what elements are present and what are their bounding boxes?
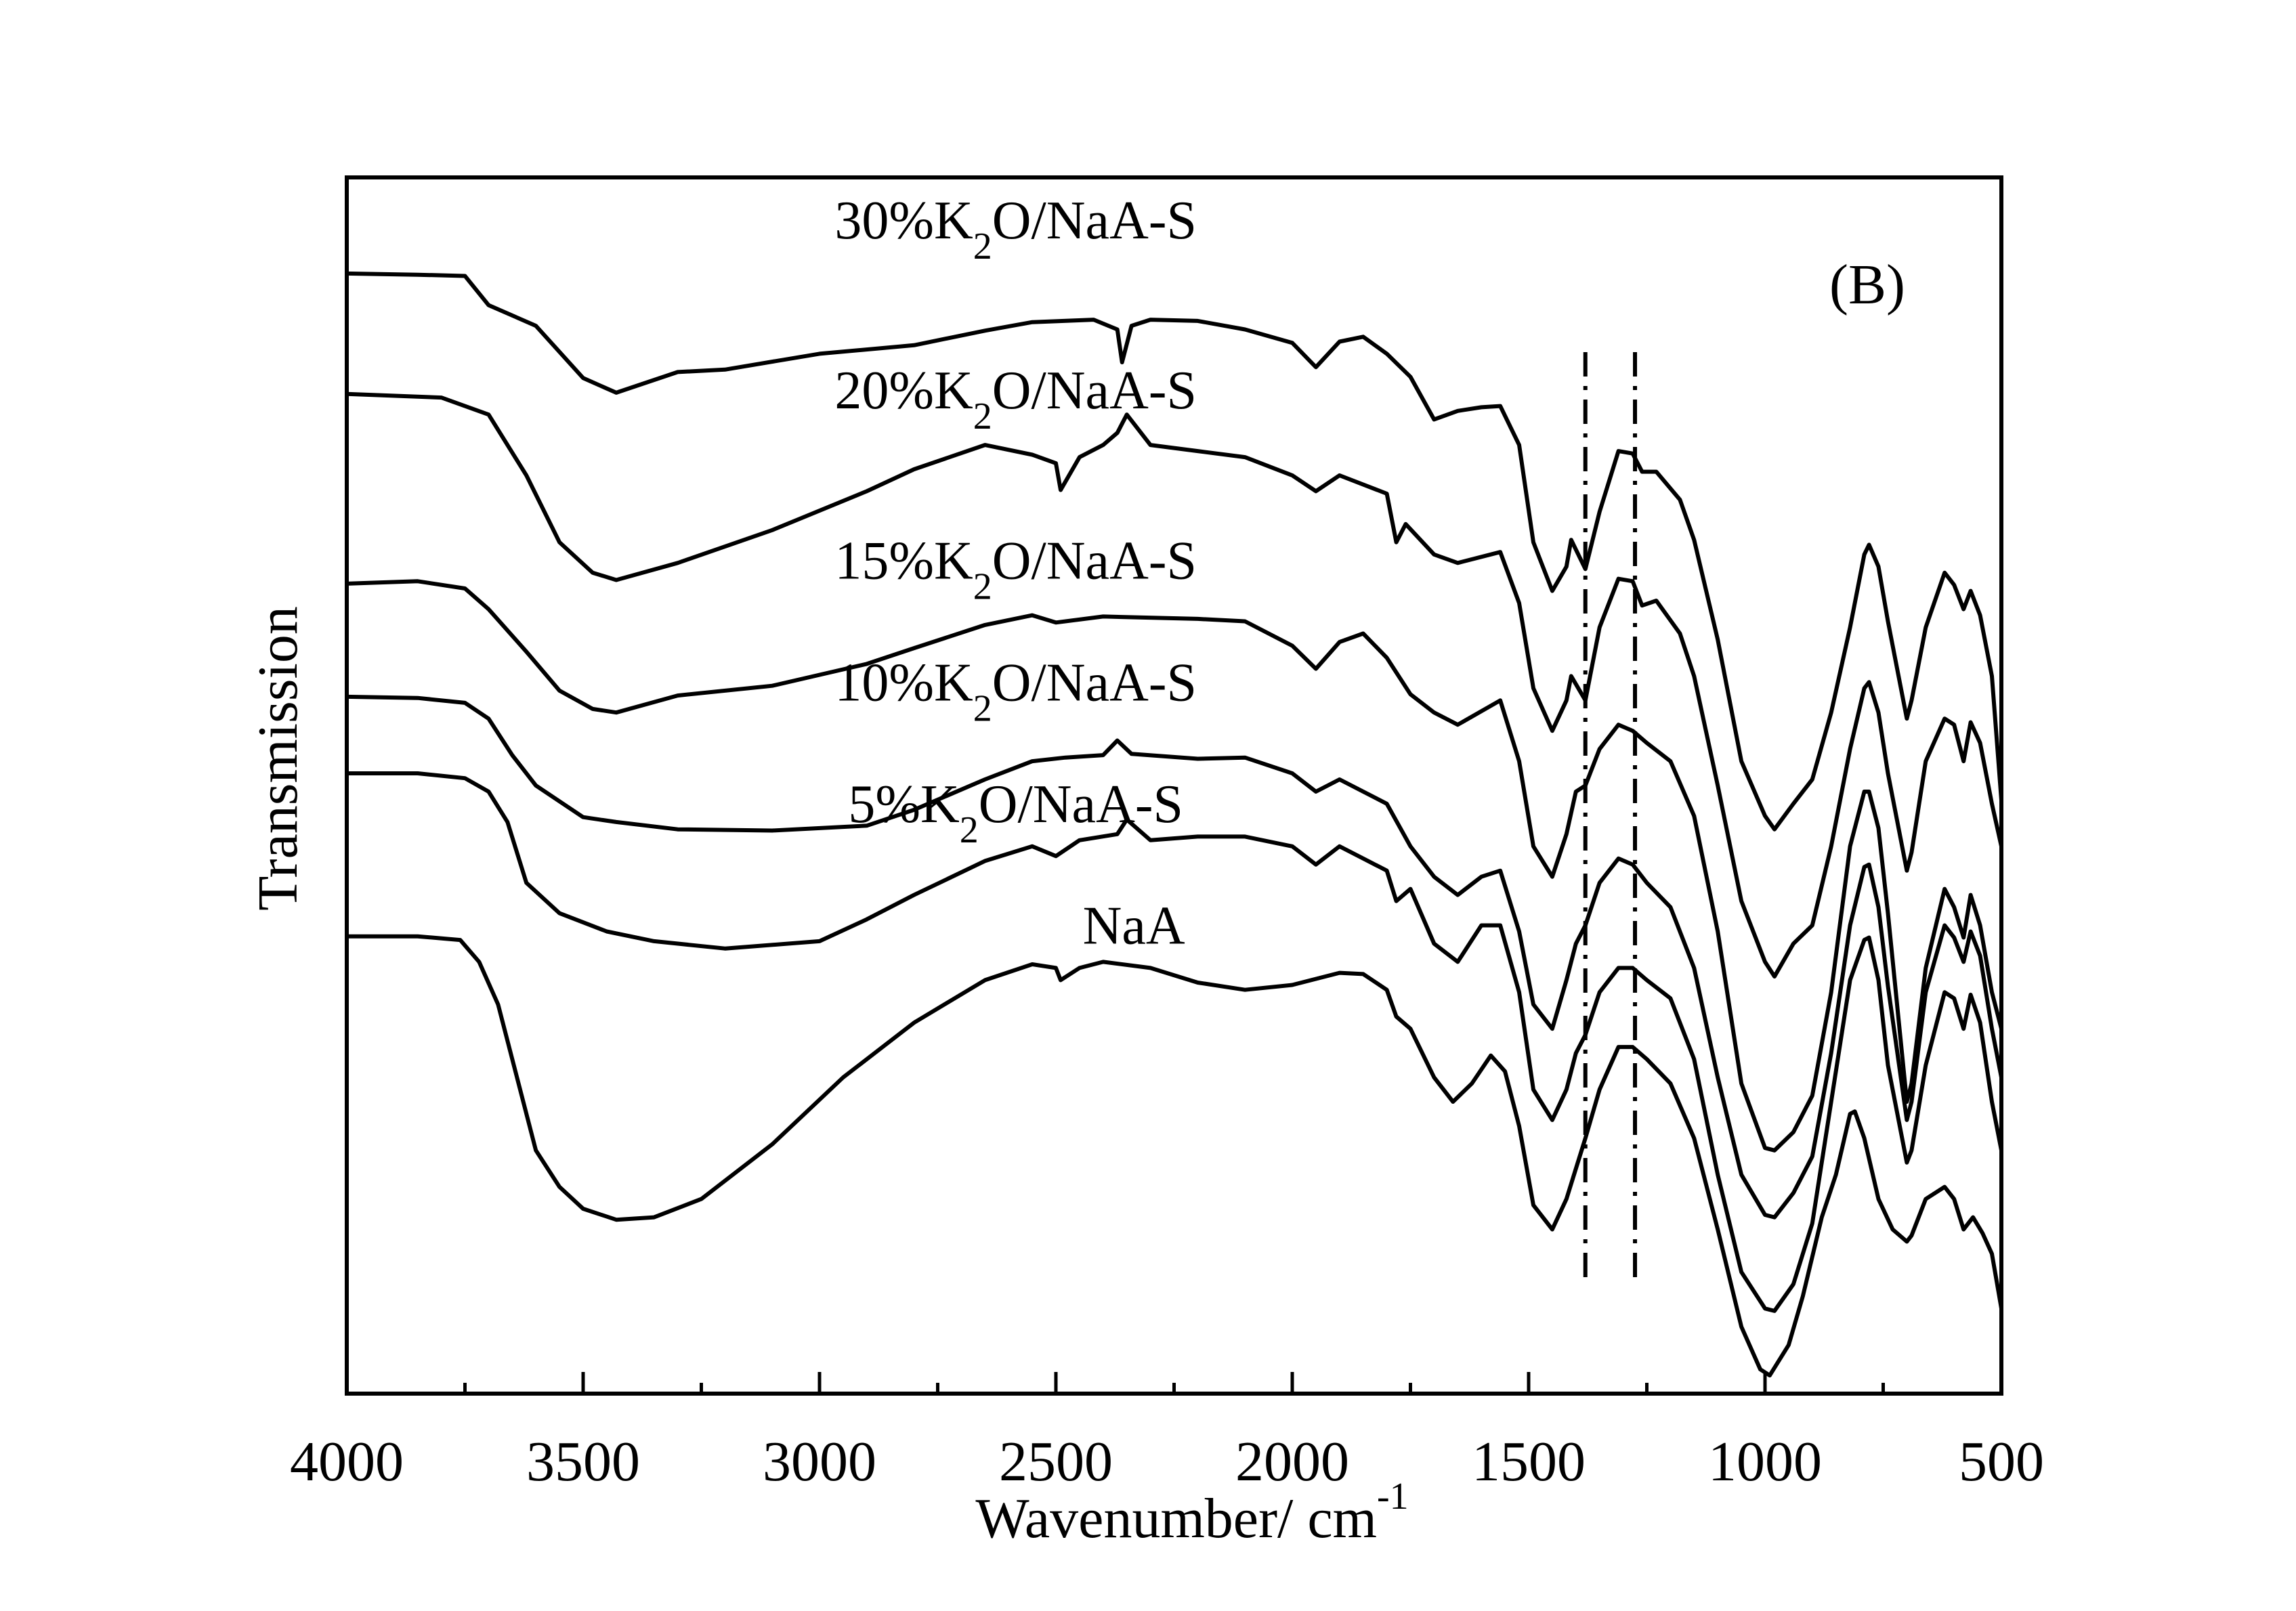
x-axis-tick-labels: 4000 3500 3000 2500 2000 1500 1000 500: [290, 1430, 2044, 1493]
x-tick-label-1000: 1000: [1708, 1430, 1822, 1493]
series-label-5-k2o-naa-s: 5%K2O/NaA-S: [848, 775, 1183, 851]
series-label-tail: O/NaA-S: [992, 532, 1197, 591]
series-line-5-k2o-naa-s: [347, 771, 2003, 1313]
series-label-30-k2o-naa-s: 30%K2O/NaA-S: [834, 191, 1197, 267]
series-line-30-k2o-naa-s: [346, 271, 2003, 832]
reference-lines: [1583, 352, 1638, 1280]
series-label-main: NaA: [1083, 896, 1185, 955]
series-label-15-k2o-naa-s: 15%K2O/NaA-S: [834, 532, 1197, 608]
series-labels: 30%K2O/NaA-S20%K2O/NaA-S15%K2O/NaA-S10%K…: [834, 191, 1197, 956]
x-axis-label-text: Wavenumber/ cm: [975, 1487, 1377, 1550]
series-label-subscript: 2: [973, 687, 992, 729]
series-label-main: 20%K: [834, 361, 973, 421]
series-label-subscript: 2: [960, 809, 979, 851]
x-tick-label-3500: 3500: [526, 1430, 640, 1493]
x-tick-label-500: 500: [1959, 1430, 2044, 1493]
y-axis-label: Transmission: [247, 606, 310, 911]
series-label-tail: O/NaA-S: [992, 191, 1197, 251]
series-label-tail: O/NaA-S: [992, 361, 1197, 421]
series-layer: [346, 271, 2003, 1378]
series-label-20-k2o-naa-s: 20%K2O/NaA-S: [834, 361, 1197, 437]
x-tick-label-3000: 3000: [763, 1430, 876, 1493]
x-axis-ticks: [345, 1372, 2003, 1394]
series-label-subscript: 2: [973, 566, 992, 608]
series-label-10-k2o-naa-s: 10%K2O/NaA-S: [834, 653, 1197, 729]
series-label-main: 15%K: [834, 532, 973, 591]
series-line-naa: [347, 934, 2003, 1378]
series-line-15-k2o-naa-s: [346, 579, 2003, 1153]
series-label-naa: NaA: [1083, 896, 1185, 955]
series-label-main: 10%K: [834, 653, 973, 712]
series-label-main: 30%K: [834, 191, 973, 251]
x-tick-label-2500: 2500: [999, 1430, 1113, 1493]
series-label-tail: O/NaA-S: [992, 653, 1197, 712]
series-label-tail: O/NaA-S: [979, 775, 1183, 834]
series-label-main: 5%K: [848, 775, 959, 834]
x-axis-label: Wavenumber/ cm-1: [975, 1476, 1408, 1550]
series-label-subscript: 2: [973, 225, 992, 267]
panel-label: (B): [1829, 253, 1905, 316]
series-line-10-k2o-naa-s: [346, 694, 2003, 1220]
series-label-subscript: 2: [973, 395, 992, 437]
x-tick-label-4000: 4000: [290, 1430, 404, 1493]
x-tick-label-2000: 2000: [1235, 1430, 1349, 1493]
x-axis-label-superscript: -1: [1377, 1476, 1409, 1518]
x-tick-label-1500: 1500: [1472, 1430, 1586, 1493]
series-line-20-k2o-naa-s: [346, 391, 2003, 979]
